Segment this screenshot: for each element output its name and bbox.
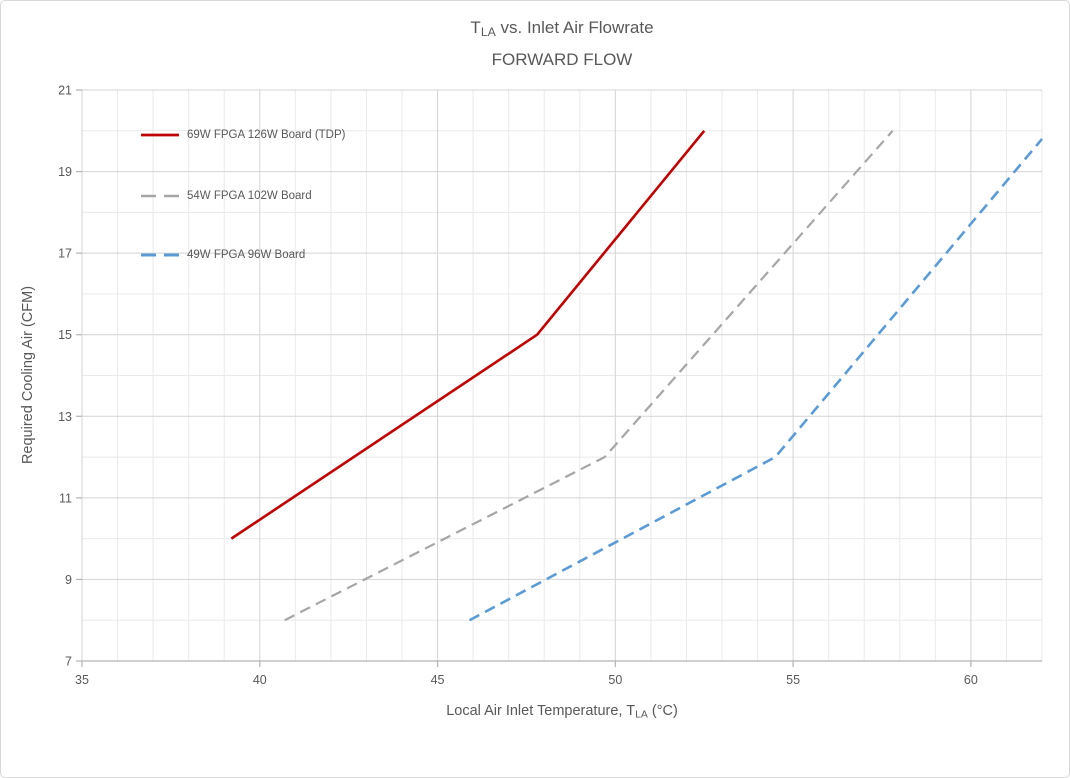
legend-item-2: 49W FPGA 96W Board [141,245,305,265]
series-line-1 [284,130,894,622]
legend-item-1: 54W FPGA 102W Board [141,186,312,206]
x-tick-label: 60 [964,673,978,687]
x-tick-label: 45 [431,673,445,687]
series-polyline [284,130,894,622]
legend-label: 54W FPGA 102W Board [187,190,312,202]
x-tick-label: 35 [75,673,89,687]
y-tick-label: 17 [58,247,72,261]
series-line-2 [468,138,1043,622]
text-part: T [470,18,481,37]
series-polyline [468,138,1043,622]
text-part: Local Air Inlet Temperature, T [446,703,636,719]
gridlines-major [81,89,1042,661]
x-tick-labels: 35 40 45 50 55 60 [75,673,978,687]
legend-label: 69W FPGA 126W Board (TDP) [187,129,346,141]
text-part: vs. Inlet Air Flowrate [495,18,654,37]
x-tick-label: 55 [786,673,800,687]
legend-swatch-line [141,194,179,198]
y-tick-label: 11 [59,491,72,505]
chart-subtitle: FORWARD FLOW [491,50,633,70]
series-line-0 [230,129,706,540]
x-tick-label: 40 [253,673,267,687]
legend-label: 49W FPGA 96W Board [187,249,306,261]
series-polyline [230,129,706,540]
y-tick-label: 13 [58,410,72,424]
x-tick-label: 50 [608,673,622,687]
subscript-text: LA [480,25,496,40]
legend-swatch-line [141,253,179,257]
y-tick-label: 19 [58,165,72,179]
x-axis-title: Local Air Inlet Temperature, TLA (°C) [82,703,1042,721]
y-tick-label: 15 [58,328,72,342]
subscript-text: LA [635,709,648,721]
legend-item-0: 69W FPGA 126W Board (TDP) [141,125,346,145]
y-axis-title: Required Cooling Air (CFM) [20,285,36,465]
gridlines-minor [82,90,1043,661]
legend-swatch-line [141,133,179,137]
y-tick-label: 21 [58,84,72,98]
chart-title: TLA vs. Inlet Air Flowrate [82,14,1042,46]
text-part: (°C) [647,703,678,719]
chart-title-block: TLA vs. Inlet Air Flowrate FORWARD FLOW [82,14,1042,74]
y-tick-labels: 7 9 11 13 15 17 19 21 [58,84,72,669]
y-tick-label: 7 [65,655,72,669]
y-tick-label: 9 [65,573,72,587]
tick-marks [76,89,972,667]
